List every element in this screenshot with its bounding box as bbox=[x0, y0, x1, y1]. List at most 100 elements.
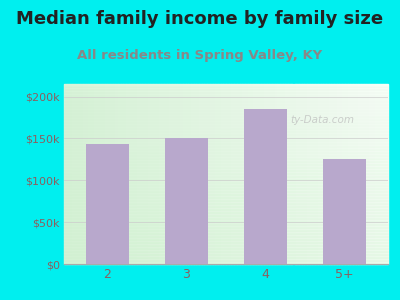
Bar bbox=[94, 84, 96, 264]
Bar bbox=[64, 248, 388, 249]
Bar bbox=[64, 238, 388, 240]
Bar bbox=[64, 186, 388, 188]
Bar bbox=[64, 258, 388, 260]
Bar bbox=[288, 84, 291, 264]
Bar bbox=[134, 84, 137, 264]
Bar bbox=[304, 84, 307, 264]
Bar bbox=[64, 138, 388, 140]
Bar bbox=[361, 84, 364, 264]
Bar bbox=[86, 144, 129, 264]
Bar bbox=[64, 250, 388, 252]
Text: All residents in Spring Valley, KY: All residents in Spring Valley, KY bbox=[77, 50, 323, 62]
Bar bbox=[296, 84, 299, 264]
Bar bbox=[64, 255, 388, 256]
Bar bbox=[75, 84, 78, 264]
Bar bbox=[64, 154, 388, 156]
Bar bbox=[64, 177, 388, 178]
Bar bbox=[150, 84, 153, 264]
Bar bbox=[242, 84, 245, 264]
Bar bbox=[64, 214, 388, 216]
Bar bbox=[110, 84, 113, 264]
Bar bbox=[64, 90, 388, 92]
Bar bbox=[229, 84, 231, 264]
Bar bbox=[64, 159, 388, 160]
Bar bbox=[166, 84, 169, 264]
Bar bbox=[374, 84, 377, 264]
Bar bbox=[64, 220, 388, 222]
Bar bbox=[310, 84, 312, 264]
Bar bbox=[64, 141, 388, 142]
Bar bbox=[64, 216, 388, 218]
Bar bbox=[331, 84, 334, 264]
Bar bbox=[158, 84, 161, 264]
Bar bbox=[250, 84, 253, 264]
Bar bbox=[64, 152, 388, 153]
Bar bbox=[210, 84, 212, 264]
Bar bbox=[240, 84, 242, 264]
Bar bbox=[64, 114, 388, 116]
Bar bbox=[64, 156, 388, 158]
Bar bbox=[285, 84, 288, 264]
Bar bbox=[132, 84, 134, 264]
Bar bbox=[299, 84, 302, 264]
Bar bbox=[64, 198, 388, 200]
Bar bbox=[64, 92, 388, 93]
Bar bbox=[64, 188, 388, 189]
Bar bbox=[107, 84, 110, 264]
Bar bbox=[323, 159, 366, 264]
Bar bbox=[366, 84, 369, 264]
Bar bbox=[64, 226, 388, 228]
Bar bbox=[245, 84, 248, 264]
Bar bbox=[140, 84, 142, 264]
Bar bbox=[64, 246, 388, 247]
Bar bbox=[64, 183, 388, 184]
Bar bbox=[64, 218, 388, 219]
Bar bbox=[64, 123, 388, 124]
Bar bbox=[315, 84, 318, 264]
Bar bbox=[64, 249, 388, 250]
Bar bbox=[64, 207, 388, 208]
Bar bbox=[64, 111, 388, 112]
Bar bbox=[64, 112, 388, 114]
Bar bbox=[64, 168, 388, 170]
Bar bbox=[64, 84, 67, 264]
Bar bbox=[64, 200, 388, 201]
Bar bbox=[64, 169, 388, 171]
Bar bbox=[104, 84, 107, 264]
Bar bbox=[83, 84, 86, 264]
Bar bbox=[64, 210, 388, 212]
Bar bbox=[177, 84, 180, 264]
Bar bbox=[64, 240, 388, 242]
Bar bbox=[64, 213, 388, 214]
Bar bbox=[312, 84, 315, 264]
Bar bbox=[275, 84, 277, 264]
Bar bbox=[358, 84, 361, 264]
Bar bbox=[64, 164, 388, 165]
Bar bbox=[67, 84, 70, 264]
Bar bbox=[248, 84, 250, 264]
Bar bbox=[64, 222, 388, 224]
Bar bbox=[175, 84, 178, 264]
Bar bbox=[64, 135, 388, 136]
Bar bbox=[64, 190, 388, 192]
Bar bbox=[64, 132, 388, 134]
Bar bbox=[280, 84, 283, 264]
Bar bbox=[64, 87, 388, 88]
Bar bbox=[307, 84, 310, 264]
Bar bbox=[64, 96, 388, 98]
Bar bbox=[277, 84, 280, 264]
Bar bbox=[64, 117, 388, 118]
Bar bbox=[64, 94, 388, 96]
Bar bbox=[302, 84, 304, 264]
Bar bbox=[226, 84, 229, 264]
Bar bbox=[364, 84, 366, 264]
Bar bbox=[64, 106, 388, 108]
Bar bbox=[64, 124, 388, 126]
Bar bbox=[64, 153, 388, 154]
Bar bbox=[64, 147, 388, 148]
Bar bbox=[64, 118, 388, 120]
Bar bbox=[64, 230, 388, 231]
Bar bbox=[64, 150, 388, 152]
Bar bbox=[253, 84, 256, 264]
Bar bbox=[118, 84, 121, 264]
